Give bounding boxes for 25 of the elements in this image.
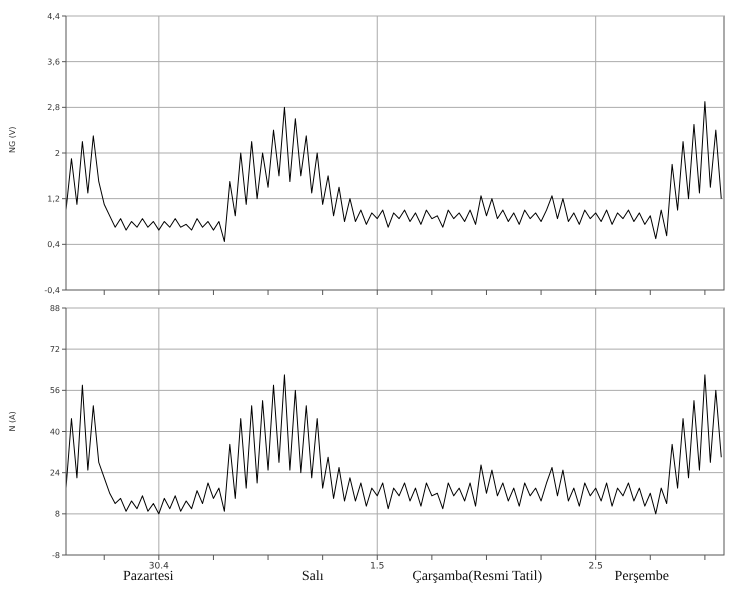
y-tick-label: 2,8: [47, 103, 60, 112]
y-tick-label: -0,4: [44, 286, 60, 295]
line-series: [66, 101, 722, 242]
y-tick-label: 56: [50, 386, 60, 396]
x-tick-label: 2.5: [588, 561, 603, 572]
y-tick-label: 2: [54, 148, 60, 158]
y-tick-label: 1,2: [47, 194, 60, 204]
y-tick-label: 3,6: [47, 58, 60, 67]
y-axis-title: N (A): [8, 411, 17, 432]
x-tick-label: 30.4: [148, 561, 170, 572]
y-tick-label: 24: [50, 468, 60, 478]
line-series: [66, 374, 722, 514]
y-tick-label: 8: [54, 510, 60, 519]
y-tick-label: 40: [50, 427, 60, 436]
text: Perşembe: [614, 569, 669, 585]
y-axis-title: NG (V): [8, 126, 17, 153]
y-tick-label: -8: [52, 550, 60, 560]
y-tick-label: 0,4: [47, 240, 60, 250]
y-tick-label: 88: [50, 304, 60, 313]
x-tick-label: 1.5: [370, 561, 384, 572]
y-tick-label: 4,4: [47, 12, 60, 21]
text: Salı: [302, 569, 324, 585]
y-tick-label: 72: [50, 345, 60, 354]
text: Pazartesi: [122, 569, 174, 585]
text: Çarşamba(Resmi Tatil): [412, 569, 542, 585]
